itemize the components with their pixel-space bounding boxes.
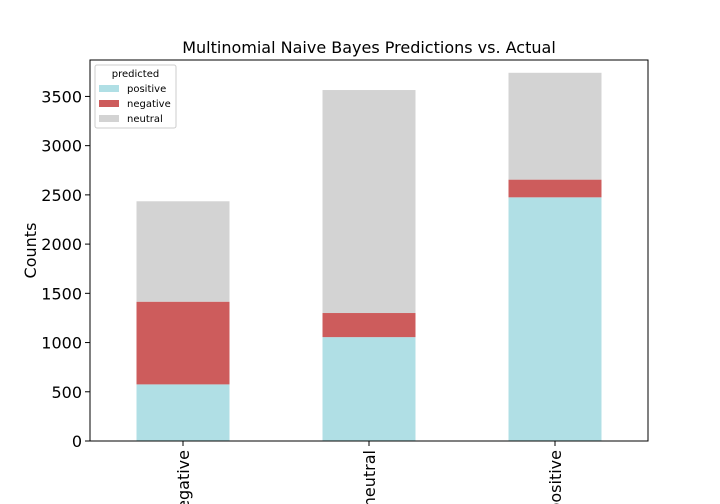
bar-positive-neutral xyxy=(508,72,602,180)
bar-negative-neutral xyxy=(136,201,230,302)
y-tick-label: 3000 xyxy=(41,137,82,156)
y-tick-label: 0 xyxy=(72,432,82,451)
legend-title: predicted xyxy=(112,69,159,80)
legend-swatch-positive xyxy=(99,85,119,92)
x-axis-ticks: negative neutral positive xyxy=(174,441,565,504)
bar-neutral-negative xyxy=(322,313,416,338)
legend-swatch-neutral xyxy=(99,115,119,122)
chart-title: Multinomial Naive Bayes Predictions vs. … xyxy=(182,38,556,57)
y-tick-label: 1500 xyxy=(41,284,82,303)
y-tick-label: 2500 xyxy=(41,186,82,205)
y-axis-label: Counts xyxy=(21,223,40,279)
bar-positive-positive xyxy=(508,197,602,441)
y-axis-ticks: 0 500 1000 1500 2000 2500 3000 3500 xyxy=(41,87,90,451)
bar-negative-negative xyxy=(136,301,230,385)
legend-swatch-negative xyxy=(99,100,119,107)
y-tick-label: 1000 xyxy=(41,334,82,353)
legend-label-negative: negative xyxy=(127,99,171,110)
bar-neutral-neutral xyxy=(322,90,416,314)
legend: predicted positive negative neutral xyxy=(94,64,177,129)
x-tick-label-neutral: neutral xyxy=(360,450,379,504)
legend-items: positive negative neutral xyxy=(99,84,171,125)
y-tick-label: 2000 xyxy=(41,235,82,254)
legend-label-positive: positive xyxy=(127,84,166,95)
bar-positive-negative xyxy=(508,179,602,198)
y-tick-label: 500 xyxy=(51,383,82,402)
plot-frame xyxy=(89,59,649,442)
bars-group xyxy=(136,72,602,441)
legend-box xyxy=(94,64,177,129)
x-tick-label-positive: positive xyxy=(546,450,565,504)
bar-neutral-positive xyxy=(322,337,416,441)
y-tick-label: 3500 xyxy=(41,87,82,106)
x-tick-label-negative: negative xyxy=(174,450,193,504)
bar-negative-positive xyxy=(136,384,230,441)
legend-label-neutral: neutral xyxy=(127,114,163,125)
